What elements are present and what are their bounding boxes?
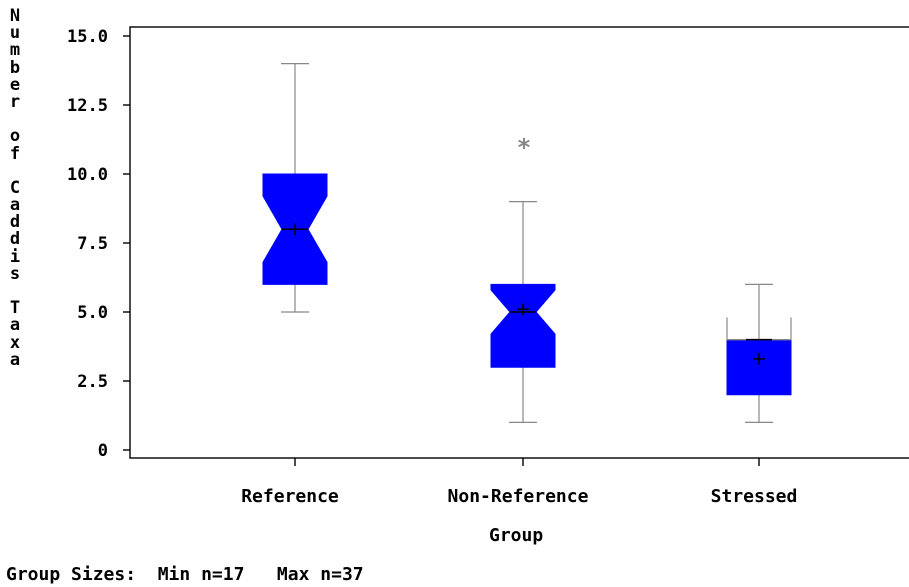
notch-flare-right: [772, 317, 792, 341]
y-axis-label-letter: N: [9, 6, 21, 26]
y-axis-label-letter: d: [9, 229, 21, 250]
group-sizes-note: Group Sizes: Min n=17 Max n=37: [6, 564, 364, 585]
y-tick-label: 10.0: [67, 165, 108, 185]
plot-frame: [129, 26, 909, 459]
y-axis-label-letter: a: [9, 195, 21, 216]
y-axis-label-letter: o: [9, 126, 21, 147]
y-tick-label: 0: [98, 441, 108, 461]
y-axis-label-letter: b: [9, 57, 21, 78]
y-axis-label-letter: s: [9, 263, 21, 284]
y-axis-label-letter: d: [9, 212, 21, 233]
x-tick-label: Stressed: [711, 486, 798, 507]
y-axis-label-letter: e: [9, 74, 21, 95]
y-axis-label-letter: r: [9, 91, 21, 112]
y-axis-label-letter: m: [9, 40, 21, 61]
y-axis-label-letter: T: [9, 298, 21, 319]
y-axis-label-letter: u: [9, 23, 21, 44]
y-axis-label-letter: a: [9, 349, 21, 370]
x-axis-label: Group: [489, 525, 544, 546]
x-tick-label: Reference: [241, 486, 339, 507]
box: [490, 283, 556, 368]
box: [726, 339, 792, 396]
y-tick-label: 7.5: [77, 234, 108, 254]
y-axis-label-letter: f: [9, 143, 21, 164]
y-tick-label: 15.0: [67, 27, 108, 47]
outlier-marker: *: [517, 133, 531, 161]
y-tick-label: 5.0: [77, 303, 108, 323]
y-axis-label-letter: a: [9, 315, 21, 336]
notch-flare-left: [726, 317, 746, 341]
y-axis-label-letter: x: [9, 332, 21, 353]
y-axis-label-letter: C: [9, 177, 21, 198]
x-tick-label: Non-Reference: [448, 486, 589, 507]
y-tick-label: 2.5: [77, 372, 108, 392]
y-tick-label: 12.5: [67, 96, 108, 116]
y-axis-label-letter: i: [9, 246, 21, 267]
